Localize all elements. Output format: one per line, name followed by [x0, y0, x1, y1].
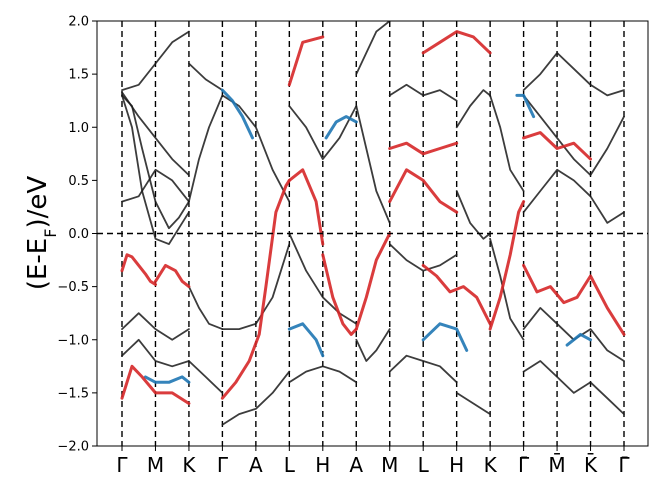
band-line-red: [354, 232, 392, 331]
kpoint-label: L: [418, 453, 430, 477]
band-line: [388, 243, 458, 272]
band-line: [187, 285, 224, 331]
band-line: [288, 365, 358, 384]
band-line-red: [120, 253, 157, 286]
band-line: [221, 370, 291, 426]
y-tick-label: 1.0: [68, 121, 89, 136]
band-line: [187, 94, 224, 203]
y-tick-label: −1.0: [57, 333, 89, 348]
kpoint-label: H: [449, 453, 464, 477]
kpoint-label: H: [315, 453, 330, 477]
y-tick-label: 1.5: [68, 68, 89, 83]
kpoint-label: M: [147, 453, 164, 477]
band-line-red: [287, 35, 325, 87]
y-tick-label: −1.5: [57, 386, 89, 401]
band-line: [455, 391, 492, 416]
y-tick-label: 2.0: [68, 15, 89, 30]
band-line-red: [388, 141, 459, 156]
band-line-red: [522, 131, 592, 161]
band-line-red: [421, 263, 492, 326]
kpoint-label: M: [381, 453, 398, 477]
y-tick-label: −2.0: [57, 440, 89, 455]
kpoint-label: A: [349, 453, 363, 477]
band-line: [522, 94, 625, 177]
band-line: [288, 105, 358, 161]
band-line-red: [321, 253, 358, 336]
band-line: [522, 52, 625, 97]
band-lines: [120, 21, 626, 426]
band-line-blue: [220, 88, 254, 140]
kpoint-label: L: [284, 453, 296, 477]
y-tick-label: 0.0: [68, 227, 89, 242]
band-line-red: [287, 168, 325, 246]
band-line: [288, 232, 358, 325]
kpoint-label: Γ̄: [518, 453, 530, 477]
band-line: [121, 30, 190, 91]
band-line: [522, 360, 625, 416]
y-tick-label: −0.5: [57, 280, 89, 295]
kpoint-label: Γ: [217, 453, 229, 477]
kpoint-label: A: [249, 453, 263, 477]
band-line-blue: [324, 115, 358, 140]
band-line: [489, 237, 525, 341]
band-line: [121, 91, 190, 177]
y-axis-label: (E-EF)/eV: [23, 176, 60, 290]
band-line-red: [120, 364, 191, 405]
kpoint-label: M̄: [548, 452, 565, 477]
band-line: [455, 89, 492, 129]
band-line-blue: [565, 332, 592, 347]
band-line: [121, 338, 190, 368]
x-axis: Γ M K Γ A L H A M L H K Γ̄ M̄ K̄ Γ̄: [116, 446, 630, 477]
band-line: [221, 243, 291, 331]
band-line: [121, 168, 190, 203]
band-line: [388, 354, 458, 384]
band-line: [522, 168, 625, 224]
band-line-red: [522, 263, 626, 336]
band-line: [355, 105, 391, 224]
band-line-red: [388, 168, 459, 214]
band-line-blue: [421, 322, 469, 352]
band-line-red: [154, 263, 191, 289]
band-line: [388, 83, 458, 102]
band-line: [187, 360, 224, 394]
band-line-red: [220, 178, 291, 400]
band-line: [355, 328, 391, 362]
band-line-red: [488, 200, 526, 331]
band-line: [355, 21, 391, 75]
band-line-blue: [143, 375, 191, 384]
kpoint-label: K: [182, 453, 196, 477]
kpoint-label: Γ: [116, 453, 128, 477]
band-line-blue: [515, 93, 536, 119]
kpoint-label: Γ̄: [618, 453, 630, 477]
kpoint-label: K: [484, 453, 498, 477]
y-axis: 2.0 1.5 1.0 0.5 0.0 −0.5 −1.0 −1.5 −2.0: [57, 15, 97, 455]
y-tick-label: 0.5: [68, 174, 89, 189]
band-line: [489, 94, 525, 192]
kpoint-label: K̄: [584, 452, 598, 477]
band-line: [121, 312, 190, 341]
band-line-blue: [287, 322, 325, 358]
band-line: [187, 62, 224, 91]
band-line: [121, 94, 190, 246]
band-line: [455, 190, 492, 240]
band-line-red: [421, 30, 492, 55]
